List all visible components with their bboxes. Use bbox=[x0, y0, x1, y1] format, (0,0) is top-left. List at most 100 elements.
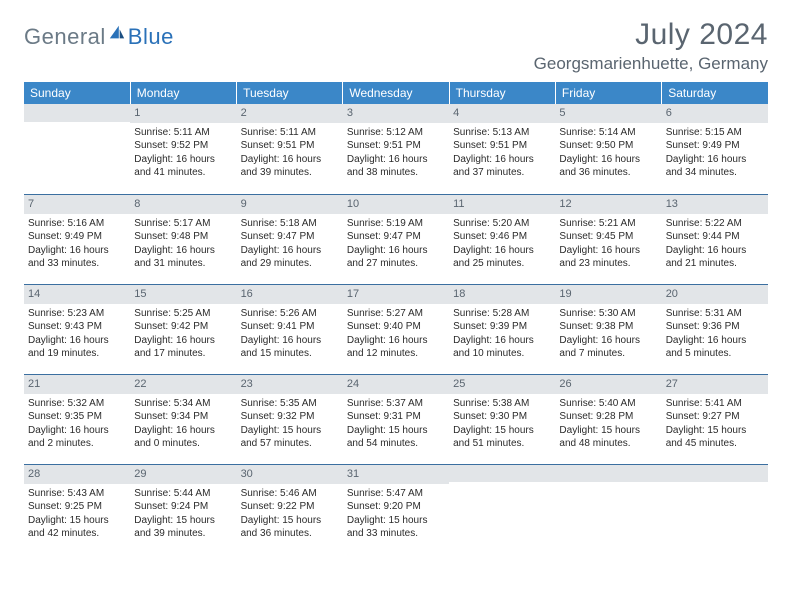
logo: General Blue bbox=[24, 18, 174, 50]
day-number: 11 bbox=[449, 194, 555, 214]
day-number: 25 bbox=[449, 374, 555, 394]
sunset-line: Sunset: 9:22 PM bbox=[241, 500, 339, 514]
day-number: 2 bbox=[237, 104, 343, 123]
day-number: 4 bbox=[449, 104, 555, 123]
day-cell: 4Sunrise: 5:13 AMSunset: 9:51 PMDaylight… bbox=[449, 104, 555, 184]
day-number: 19 bbox=[555, 284, 661, 304]
day-cell: 25Sunrise: 5:38 AMSunset: 9:30 PMDayligh… bbox=[449, 374, 555, 455]
daylight-line: Daylight: 16 hours and 37 minutes. bbox=[453, 153, 551, 180]
day-number: 23 bbox=[237, 374, 343, 394]
day-cell: 3Sunrise: 5:12 AMSunset: 9:51 PMDaylight… bbox=[343, 104, 449, 184]
daylight-line: Daylight: 16 hours and 5 minutes. bbox=[666, 334, 764, 361]
sunset-line: Sunset: 9:47 PM bbox=[347, 230, 445, 244]
calendar-cell bbox=[24, 104, 130, 194]
sunrise-line: Sunrise: 5:40 AM bbox=[559, 397, 657, 411]
calendar-cell: 28Sunrise: 5:43 AMSunset: 9:25 PMDayligh… bbox=[24, 464, 130, 554]
daylight-line: Daylight: 15 hours and 45 minutes. bbox=[666, 424, 764, 451]
header-row: General Blue July 2024 Georgsmarienhuett… bbox=[24, 18, 768, 74]
day-number: 5 bbox=[555, 104, 661, 123]
sunrise-line: Sunrise: 5:15 AM bbox=[666, 126, 764, 140]
sunset-line: Sunset: 9:43 PM bbox=[28, 320, 126, 334]
day-number: 9 bbox=[237, 194, 343, 214]
sunset-line: Sunset: 9:46 PM bbox=[453, 230, 551, 244]
calendar-cell: 31Sunrise: 5:47 AMSunset: 9:20 PMDayligh… bbox=[343, 464, 449, 554]
daylight-line: Daylight: 15 hours and 54 minutes. bbox=[347, 424, 445, 451]
calendar-body: 1Sunrise: 5:11 AMSunset: 9:52 PMDaylight… bbox=[24, 104, 768, 554]
daylight-line: Daylight: 15 hours and 33 minutes. bbox=[347, 514, 445, 541]
weekday-header: Sunday bbox=[24, 82, 130, 104]
empty-day-bar bbox=[449, 464, 555, 482]
calendar-cell: 1Sunrise: 5:11 AMSunset: 9:52 PMDaylight… bbox=[130, 104, 236, 194]
daylight-line: Daylight: 15 hours and 51 minutes. bbox=[453, 424, 551, 451]
day-number: 12 bbox=[555, 194, 661, 214]
daylight-line: Daylight: 16 hours and 41 minutes. bbox=[134, 153, 232, 180]
calendar-row: 21Sunrise: 5:32 AMSunset: 9:35 PMDayligh… bbox=[24, 374, 768, 464]
day-number: 27 bbox=[662, 374, 768, 394]
daylight-line: Daylight: 16 hours and 21 minutes. bbox=[666, 244, 764, 271]
day-number: 28 bbox=[24, 464, 130, 484]
day-number: 26 bbox=[555, 374, 661, 394]
daylight-line: Daylight: 16 hours and 36 minutes. bbox=[559, 153, 657, 180]
sunrise-line: Sunrise: 5:31 AM bbox=[666, 307, 764, 321]
daylight-line: Daylight: 16 hours and 10 minutes. bbox=[453, 334, 551, 361]
calendar-cell: 19Sunrise: 5:30 AMSunset: 9:38 PMDayligh… bbox=[555, 284, 661, 374]
sunset-line: Sunset: 9:32 PM bbox=[241, 410, 339, 424]
day-cell: 14Sunrise: 5:23 AMSunset: 9:43 PMDayligh… bbox=[24, 284, 130, 365]
sunset-line: Sunset: 9:39 PM bbox=[453, 320, 551, 334]
daylight-line: Daylight: 16 hours and 23 minutes. bbox=[559, 244, 657, 271]
day-number: 13 bbox=[662, 194, 768, 214]
calendar-cell: 30Sunrise: 5:46 AMSunset: 9:22 PMDayligh… bbox=[237, 464, 343, 554]
sunset-line: Sunset: 9:28 PM bbox=[559, 410, 657, 424]
sunrise-line: Sunrise: 5:19 AM bbox=[347, 217, 445, 231]
sunrise-line: Sunrise: 5:34 AM bbox=[134, 397, 232, 411]
calendar-cell: 16Sunrise: 5:26 AMSunset: 9:41 PMDayligh… bbox=[237, 284, 343, 374]
daylight-line: Daylight: 16 hours and 31 minutes. bbox=[134, 244, 232, 271]
day-cell: 15Sunrise: 5:25 AMSunset: 9:42 PMDayligh… bbox=[130, 284, 236, 365]
day-cell: 1Sunrise: 5:11 AMSunset: 9:52 PMDaylight… bbox=[130, 104, 236, 184]
daylight-line: Daylight: 15 hours and 39 minutes. bbox=[134, 514, 232, 541]
weekday-header: Monday bbox=[130, 82, 236, 104]
day-cell: 22Sunrise: 5:34 AMSunset: 9:34 PMDayligh… bbox=[130, 374, 236, 455]
calendar-cell: 25Sunrise: 5:38 AMSunset: 9:30 PMDayligh… bbox=[449, 374, 555, 464]
calendar-cell: 11Sunrise: 5:20 AMSunset: 9:46 PMDayligh… bbox=[449, 194, 555, 284]
sunrise-line: Sunrise: 5:47 AM bbox=[347, 487, 445, 501]
day-cell: 16Sunrise: 5:26 AMSunset: 9:41 PMDayligh… bbox=[237, 284, 343, 365]
sunset-line: Sunset: 9:41 PM bbox=[241, 320, 339, 334]
sunrise-line: Sunrise: 5:28 AM bbox=[453, 307, 551, 321]
day-number: 8 bbox=[130, 194, 236, 214]
day-cell: 10Sunrise: 5:19 AMSunset: 9:47 PMDayligh… bbox=[343, 194, 449, 275]
logo-text-blue: Blue bbox=[128, 24, 174, 50]
title-block: July 2024 Georgsmarienhuette, Germany bbox=[534, 18, 768, 74]
day-cell: 29Sunrise: 5:44 AMSunset: 9:24 PMDayligh… bbox=[130, 464, 236, 545]
sunset-line: Sunset: 9:47 PM bbox=[241, 230, 339, 244]
sunrise-line: Sunrise: 5:23 AM bbox=[28, 307, 126, 321]
day-cell: 12Sunrise: 5:21 AMSunset: 9:45 PMDayligh… bbox=[555, 194, 661, 275]
calendar-row: 28Sunrise: 5:43 AMSunset: 9:25 PMDayligh… bbox=[24, 464, 768, 554]
sunrise-line: Sunrise: 5:41 AM bbox=[666, 397, 764, 411]
daylight-line: Daylight: 16 hours and 12 minutes. bbox=[347, 334, 445, 361]
day-number: 6 bbox=[662, 104, 768, 123]
day-cell: 5Sunrise: 5:14 AMSunset: 9:50 PMDaylight… bbox=[555, 104, 661, 184]
sunset-line: Sunset: 9:51 PM bbox=[453, 139, 551, 153]
day-number: 29 bbox=[130, 464, 236, 484]
calendar-cell bbox=[555, 464, 661, 554]
calendar-row: 7Sunrise: 5:16 AMSunset: 9:49 PMDaylight… bbox=[24, 194, 768, 284]
calendar-page: General Blue July 2024 Georgsmarienhuett… bbox=[0, 0, 792, 554]
logo-sail-icon bbox=[108, 24, 126, 42]
sunset-line: Sunset: 9:42 PM bbox=[134, 320, 232, 334]
daylight-line: Daylight: 16 hours and 39 minutes. bbox=[241, 153, 339, 180]
sunrise-line: Sunrise: 5:32 AM bbox=[28, 397, 126, 411]
day-number: 3 bbox=[343, 104, 449, 123]
calendar-cell: 2Sunrise: 5:11 AMSunset: 9:51 PMDaylight… bbox=[237, 104, 343, 194]
sunset-line: Sunset: 9:35 PM bbox=[28, 410, 126, 424]
logo-text-general: General bbox=[24, 24, 106, 50]
empty-day-bar bbox=[24, 104, 130, 122]
sunset-line: Sunset: 9:52 PM bbox=[134, 139, 232, 153]
sunset-line: Sunset: 9:31 PM bbox=[347, 410, 445, 424]
day-number: 16 bbox=[237, 284, 343, 304]
daylight-line: Daylight: 16 hours and 27 minutes. bbox=[347, 244, 445, 271]
empty-day-bar bbox=[662, 464, 768, 482]
sunset-line: Sunset: 9:50 PM bbox=[559, 139, 657, 153]
calendar-cell: 12Sunrise: 5:21 AMSunset: 9:45 PMDayligh… bbox=[555, 194, 661, 284]
sunset-line: Sunset: 9:30 PM bbox=[453, 410, 551, 424]
